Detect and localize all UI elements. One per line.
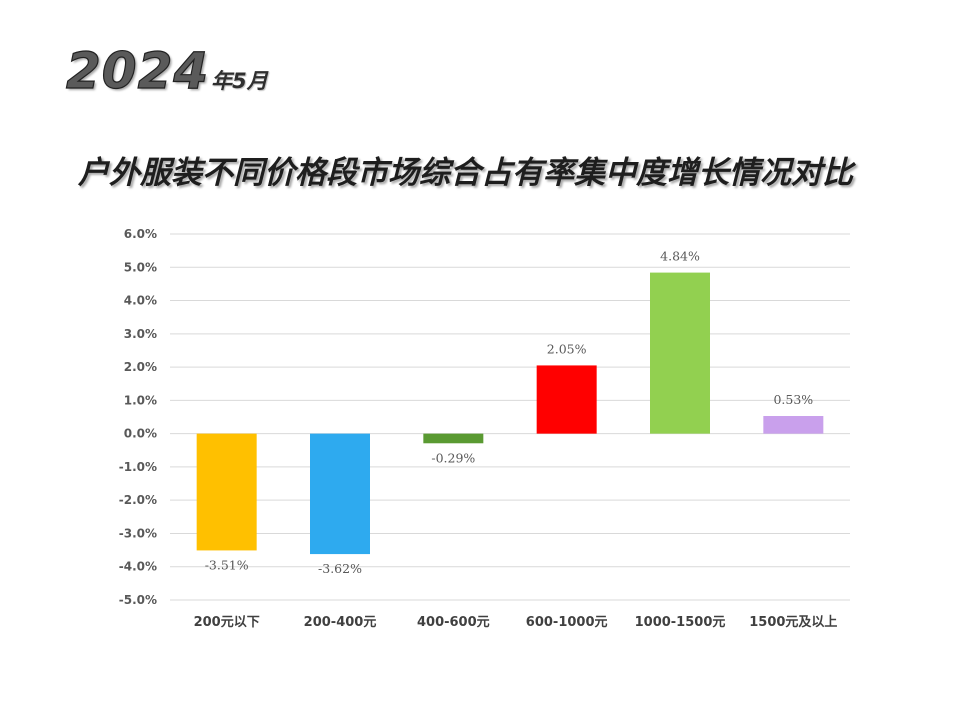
y-tick-label: 1.0% (124, 393, 157, 407)
data-label: -0.29% (431, 450, 475, 465)
y-tick-label: 3.0% (124, 327, 157, 341)
bar (763, 416, 824, 434)
data-label: -3.51% (205, 557, 249, 572)
x-category-label: 400-600元 (417, 615, 490, 630)
y-tick-label: -1.0% (119, 460, 157, 474)
x-category-label: 1500元及以上 (749, 615, 837, 630)
data-label: -3.62% (318, 561, 362, 576)
year-text: 2024 (65, 41, 210, 100)
bar (536, 365, 597, 434)
date-heading: 2024年5月 (65, 41, 268, 100)
data-label: 0.53% (773, 392, 813, 407)
chart-title: 户外服装不同价格段市场综合占有率集中度增长情况对比 (78, 155, 853, 191)
bar (650, 272, 710, 434)
month-text: 年5月 (211, 69, 268, 93)
data-label: 4.84% (660, 249, 700, 264)
y-tick-label: -5.0% (119, 593, 157, 607)
y-tick-label: 2.0% (124, 360, 157, 374)
bar (310, 433, 370, 555)
bar (423, 433, 484, 444)
x-category-label: 1000-1500元 (635, 615, 726, 630)
y-tick-label: 5.0% (124, 260, 157, 274)
y-tick-label: -3.0% (119, 526, 157, 540)
x-category-label: 600-1000元 (526, 615, 608, 630)
y-tick-label: 4.0% (124, 294, 157, 308)
data-label: 2.05% (547, 341, 587, 356)
y-tick-label: 6.0% (124, 227, 157, 241)
y-tick-label: -2.0% (119, 493, 157, 507)
bar (196, 433, 257, 551)
x-category-label: 200-400元 (304, 615, 377, 630)
y-tick-label: -4.0% (119, 560, 157, 574)
y-tick-label: 0.0% (124, 427, 157, 441)
x-category-label: 200元以下 (194, 615, 260, 630)
